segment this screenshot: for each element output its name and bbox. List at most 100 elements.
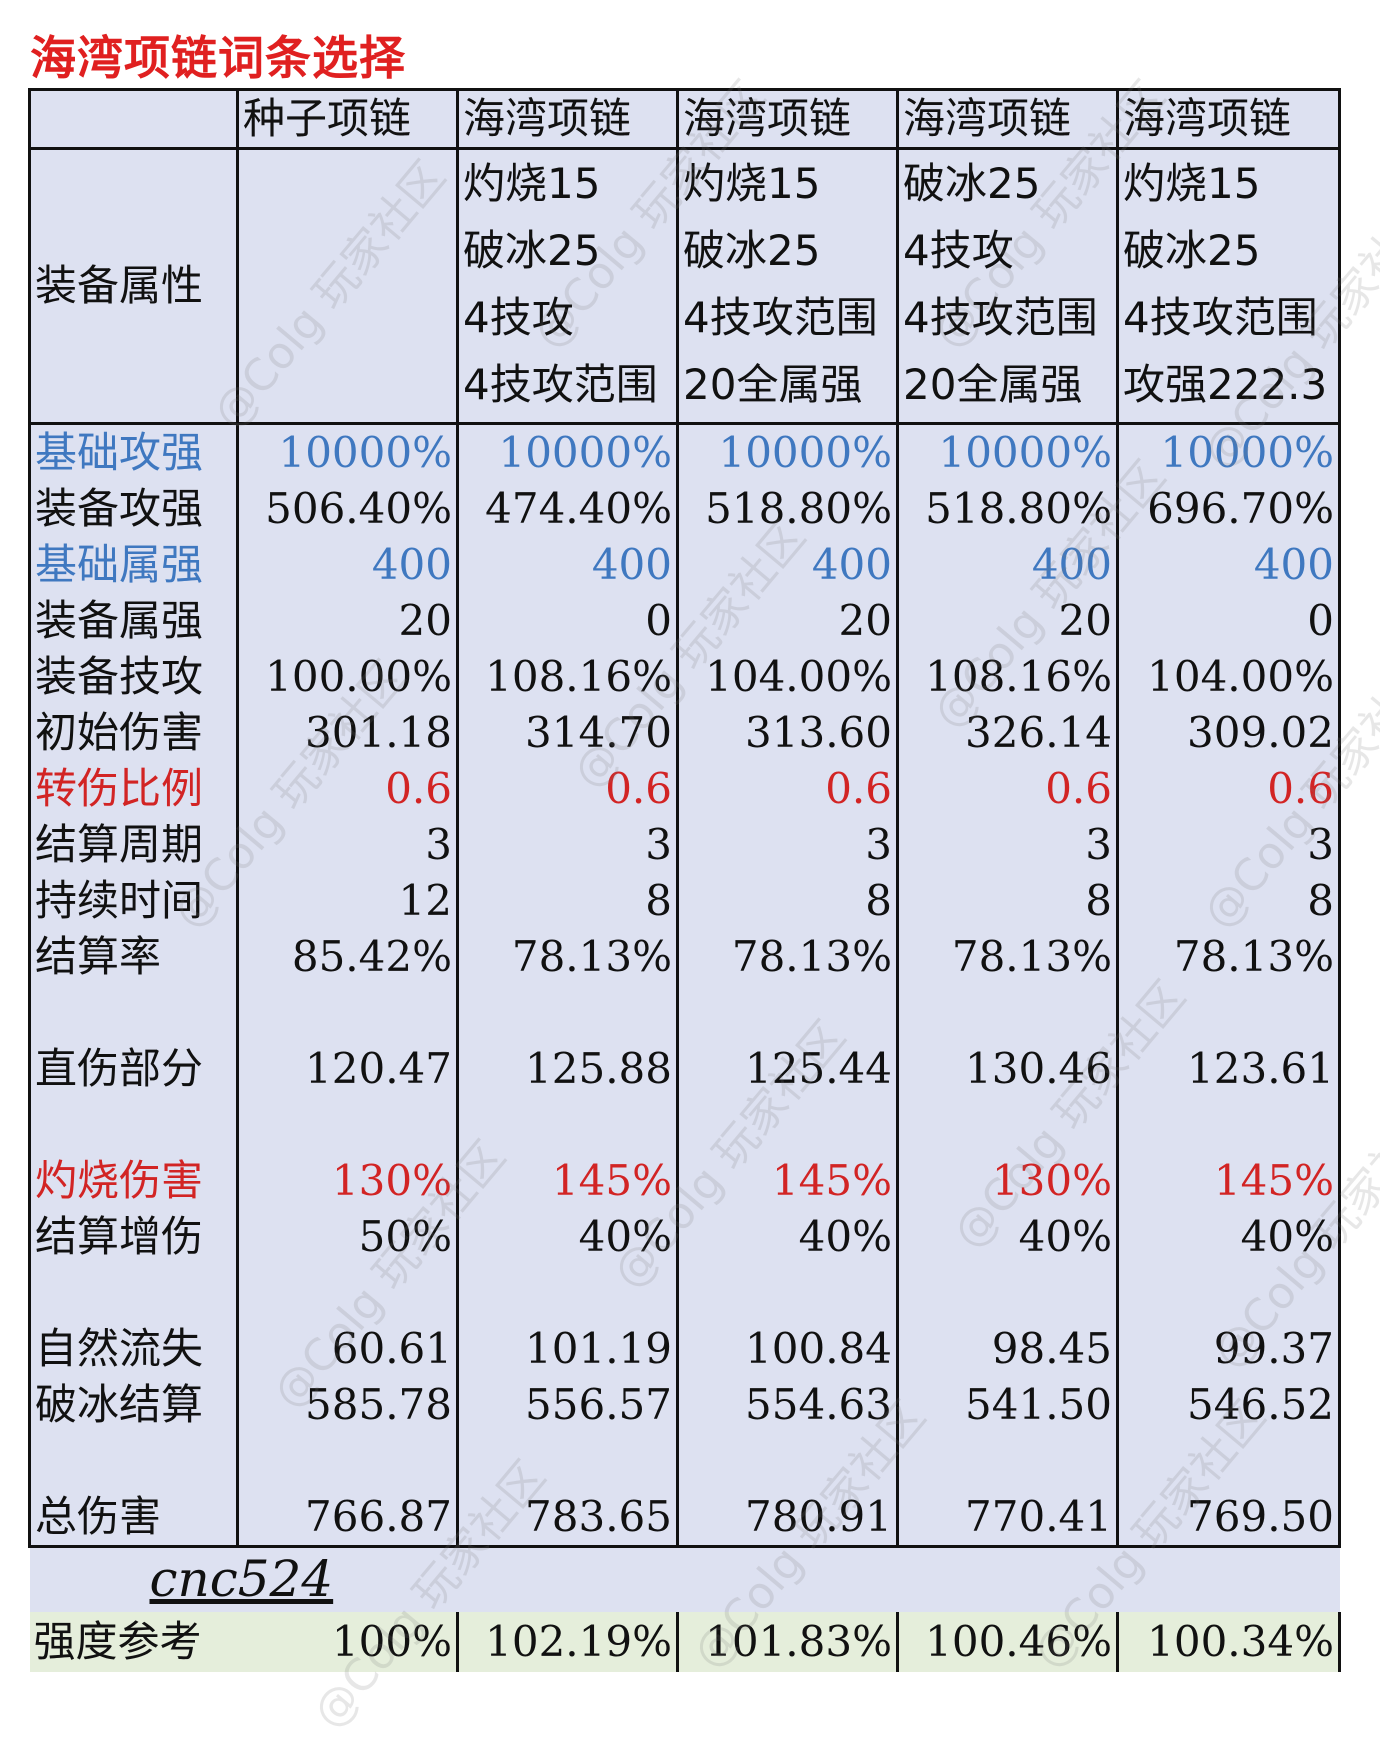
data-cell: 8: [676, 873, 899, 929]
data-cell: 10000%: [456, 423, 679, 481]
data-cell: 0.6: [456, 761, 679, 817]
spacer-cell: [236, 985, 459, 1041]
data-cell: 0.6: [896, 761, 1119, 817]
attribute-line: 4技攻范围: [463, 360, 658, 409]
data-cell: 696.70%: [1116, 481, 1341, 537]
data-cell: 99.37: [1116, 1321, 1341, 1377]
reference-label: 强度参考: [29, 1612, 238, 1672]
data-row: 装备技攻 100.00% 108.16% 104.00% 108.16% 104.00%: [28, 649, 1341, 705]
attributes-cell: 灼烧15 破冰25 4技攻范围 20全属强: [676, 148, 899, 425]
spacer-cell: [28, 1265, 239, 1321]
data-cell: 0: [456, 593, 679, 649]
data-cell: 145%: [456, 1153, 679, 1209]
data-cell: 0.6: [236, 761, 459, 817]
data-row: 总伤害 766.87 783.65 780.91 770.41 769.50: [28, 1489, 1341, 1548]
data-cell: 145%: [1116, 1153, 1341, 1209]
data-cell: 518.80%: [896, 481, 1119, 537]
reference-cell: 101.83%: [677, 1612, 899, 1672]
data-cell: 506.40%: [236, 481, 459, 537]
data-row: 持续时间 12 8 8 8 8: [28, 873, 1341, 929]
reference-cell: 100.46%: [897, 1612, 1119, 1672]
attribute-line: 4技攻范围: [683, 293, 878, 342]
data-cell: 20: [896, 593, 1119, 649]
data-cell: 770.41: [896, 1489, 1119, 1548]
attribute-line: 破冰25: [1123, 226, 1261, 275]
data-cell: 474.40%: [456, 481, 679, 537]
data-cell: 326.14: [896, 705, 1119, 761]
data-cell: 12: [236, 873, 459, 929]
data-cell: 78.13%: [676, 929, 899, 985]
data-cell: 123.61: [1116, 1041, 1341, 1097]
data-cell: 8: [896, 873, 1119, 929]
data-cell: 3: [236, 817, 459, 873]
attribute-line: 攻强222.3: [1123, 360, 1328, 409]
data-cell: 130.46: [896, 1041, 1119, 1097]
spacer-cell: [28, 985, 239, 1041]
attribute-line: 4技攻范围: [1123, 293, 1318, 342]
data-cell: 145%: [676, 1153, 899, 1209]
data-cell: 0.6: [676, 761, 899, 817]
data-row: 破冰结算 585.78 556.57 554.63 541.50 546.52: [28, 1377, 1341, 1433]
data-cell: 85.42%: [236, 929, 459, 985]
spacer-cell: [676, 985, 899, 1041]
data-cell: 120.47: [236, 1041, 459, 1097]
spacer-cell: [676, 1265, 899, 1321]
data-cell: 100.84: [676, 1321, 899, 1377]
reference-cell: 100.34%: [1117, 1612, 1341, 1672]
header-cell: 海湾项链: [456, 88, 679, 150]
row-label: 自然流失: [28, 1321, 239, 1377]
data-cell: 10000%: [896, 423, 1119, 481]
row-label: 转伤比例: [28, 761, 239, 817]
data-row: 灼烧伤害 130% 145% 145% 130% 145%: [28, 1153, 1341, 1209]
spacer-cell: [676, 1097, 899, 1153]
data-cell: 8: [1116, 873, 1341, 929]
page-title: 海湾项链词条选择: [30, 31, 406, 85]
data-cell: 3: [676, 817, 899, 873]
attribute-line: 破冰25: [463, 226, 601, 275]
data-cell: 101.19: [456, 1321, 679, 1377]
data-cell: 104.00%: [1116, 649, 1341, 705]
data-cell: 125.88: [456, 1041, 679, 1097]
attributes-row: 装备属性 灼烧15 破冰25 4技攻 4技攻范围 灼烧15 破冰25 4技攻范围 20全属强 破冰…: [28, 148, 1341, 425]
attribute-line: 破冰25: [683, 226, 821, 275]
row-label: 装备攻强: [28, 481, 239, 537]
spacer-cell: [1116, 1433, 1341, 1489]
reference-cell: 102.19%: [457, 1612, 679, 1672]
data-cell: 541.50: [896, 1377, 1119, 1433]
row-label: 初始伤害: [28, 705, 239, 761]
data-cell: 108.16%: [896, 649, 1119, 705]
data-cell: 3: [456, 817, 679, 873]
data-cell: 3: [896, 817, 1119, 873]
spacer-cell: [456, 985, 679, 1041]
data-cell: 546.52: [1116, 1377, 1341, 1433]
spacer-cell: [896, 985, 1119, 1041]
row-label: 基础攻强: [28, 423, 239, 481]
data-cell: 40%: [676, 1209, 899, 1265]
attributes-label: 装备属性: [28, 148, 239, 425]
row-label: 总伤害: [28, 1489, 239, 1548]
row-label: 破冰结算: [28, 1377, 239, 1433]
attribute-line: 灼烧15: [463, 159, 601, 208]
row-label: 直伤部分: [28, 1041, 239, 1097]
spacer-cell: [896, 1097, 1119, 1153]
data-row: 直伤部分 120.47 125.88 125.44 130.46 123.61: [28, 1041, 1341, 1097]
data-cell: 20: [236, 593, 459, 649]
spacer-row: [28, 1265, 1341, 1321]
spacer-cell: [236, 1433, 459, 1489]
data-row: 转伤比例 0.6 0.6 0.6 0.6 0.6: [28, 761, 1341, 817]
data-cell: 78.13%: [896, 929, 1119, 985]
data-cell: 585.78: [236, 1377, 459, 1433]
comparison-table-container: 种子项链 海湾项链 海湾项链 海湾项链 海湾项链 装备属性 灼烧15 破冰25 4技攻 4技攻范围…: [28, 88, 1341, 1672]
row-label: 基础属强: [28, 537, 239, 593]
spacer-cell: [676, 1433, 899, 1489]
spacer-cell: [896, 1433, 1119, 1489]
row-label: 装备属强: [28, 593, 239, 649]
data-cell: 10000%: [676, 423, 899, 481]
spacer-cell: [28, 1097, 239, 1153]
data-cell: 400: [896, 537, 1119, 593]
header-cell: 海湾项链: [896, 88, 1119, 150]
data-cell: 0: [1116, 593, 1341, 649]
data-cell: 780.91: [676, 1489, 899, 1548]
data-cell: 313.60: [676, 705, 899, 761]
data-cell: 108.16%: [456, 649, 679, 705]
